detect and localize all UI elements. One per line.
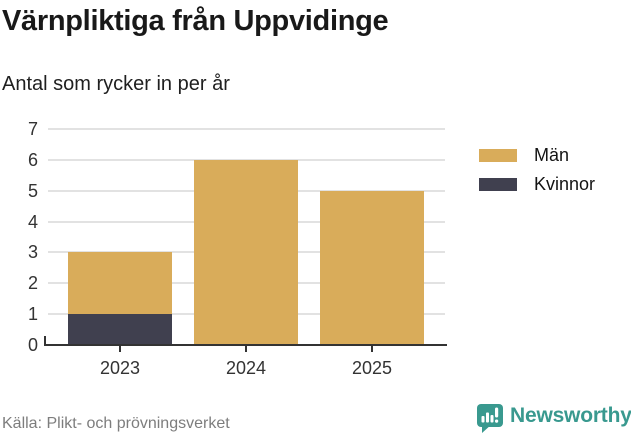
x-axis-tick <box>245 346 247 352</box>
y-axis-label: 3 <box>27 242 38 263</box>
x-axis-line <box>44 344 447 346</box>
y-axis-label: 2 <box>27 273 38 294</box>
x-axis-label: 2023 <box>99 358 141 378</box>
newsworthy-logo-icon <box>477 404 503 433</box>
legend-swatch-kvinnor <box>479 177 517 191</box>
chart-subtitle: Antal som rycker in per år <box>2 73 230 95</box>
y-axis-stub <box>44 336 46 344</box>
newsworthy-brand: Newsworthy <box>476 403 631 434</box>
y-axis-label: 1 <box>27 304 38 325</box>
legend: Män Kvinnor <box>479 145 596 206</box>
legend-item-kvinnor: Kvinnor <box>479 174 596 194</box>
x-axis-tick <box>119 346 121 352</box>
y-axis-label: 0 <box>27 335 38 355</box>
legend-label-man: Män <box>534 145 570 165</box>
chart-title: Värnpliktiga från Uppvidinge <box>2 5 389 37</box>
x-axis-label: 2024 <box>225 358 267 378</box>
x-axis-tick <box>371 346 373 352</box>
x-axis-label: 2025 <box>351 358 393 378</box>
brand-name: Newsworthy <box>510 404 631 427</box>
bar-2024-Män <box>194 159 298 345</box>
y-axis-label: 6 <box>27 149 38 170</box>
source-note: Källa: Plikt- och prövningsverket <box>2 415 230 432</box>
legend-label-kvinnor: Kvinnor <box>534 174 596 194</box>
legend-item-man: Män <box>479 145 595 165</box>
bar-2023-Män <box>68 252 172 315</box>
legend-swatch-man <box>479 148 517 162</box>
y-axis-label: 5 <box>27 180 38 201</box>
bar-2025-Män <box>320 190 424 345</box>
y-axis-label: 4 <box>27 211 38 232</box>
gridline <box>48 128 445 130</box>
y-axis-label: 7 <box>27 119 38 139</box>
bar-2023-Kvinnor <box>68 314 172 345</box>
